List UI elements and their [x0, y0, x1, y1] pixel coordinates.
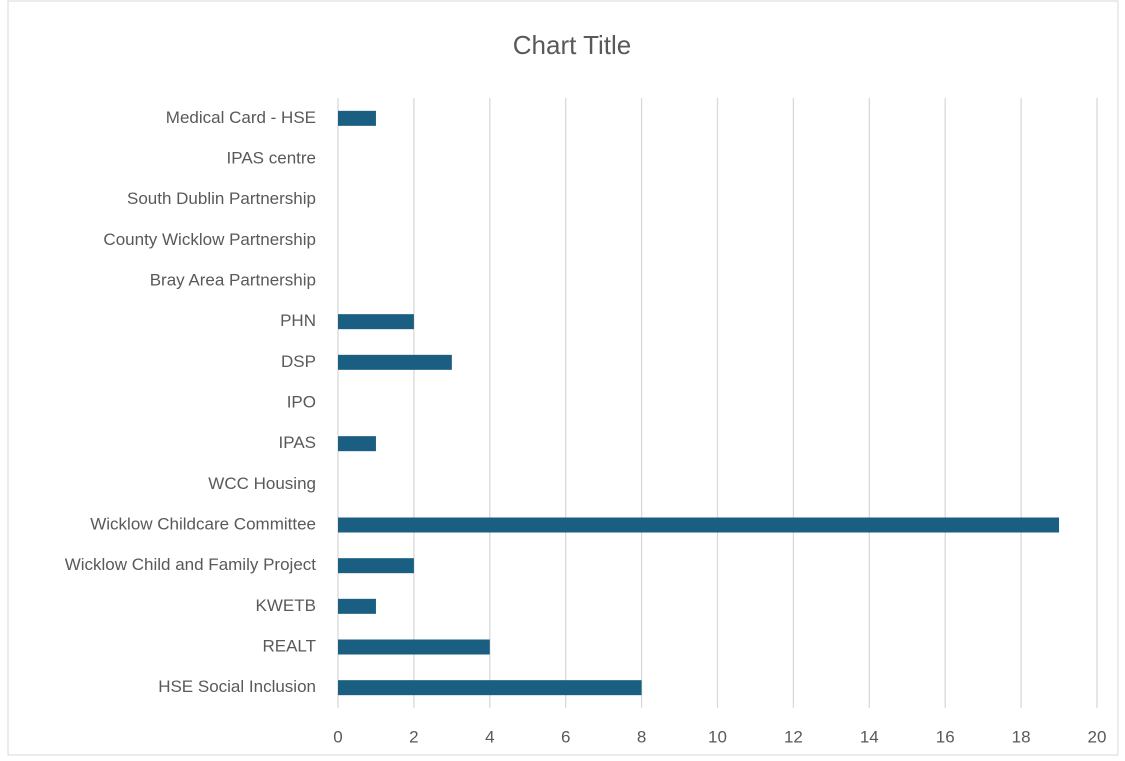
bar	[338, 680, 642, 696]
y-tick-label: Medical Card - HSE	[166, 108, 316, 127]
x-tick-label: 6	[561, 727, 570, 746]
x-tick-label: 14	[860, 727, 879, 746]
y-tick-label: PHN	[280, 311, 316, 330]
y-tick-label: IPO	[287, 392, 316, 411]
x-tick-label: 2	[409, 727, 418, 746]
y-tick-label: DSP	[281, 352, 316, 371]
bar	[338, 517, 1060, 533]
x-tick-label: 10	[708, 727, 727, 746]
x-tick-label: 20	[1088, 727, 1107, 746]
bar	[338, 354, 452, 370]
y-tick-label: REALT	[262, 636, 316, 655]
y-tick-label: KWETB	[256, 596, 316, 615]
y-tick-label: County Wicklow Partnership	[103, 230, 316, 249]
bar	[338, 314, 414, 330]
bar	[338, 639, 490, 655]
y-tick-label: Wicklow Child and Family Project	[65, 555, 317, 574]
bar	[338, 110, 376, 126]
chart-title: Chart Title	[513, 30, 632, 60]
x-tick-label: 18	[1012, 727, 1031, 746]
x-tick-label: 4	[485, 727, 494, 746]
x-tick-label: 8	[637, 727, 646, 746]
x-tick-label: 0	[333, 727, 342, 746]
y-tick-label: WCC Housing	[208, 474, 316, 493]
y-tick-label: HSE Social Inclusion	[158, 677, 316, 696]
y-tick-label: Wicklow Childcare Committee	[90, 514, 316, 533]
bar	[338, 598, 376, 614]
bar	[338, 436, 376, 452]
x-tick-label: 12	[784, 727, 803, 746]
chart-frame	[7, 0, 1119, 756]
y-tick-label: Bray Area Partnership	[150, 270, 316, 289]
y-tick-label: IPAS	[279, 433, 316, 452]
y-tick-label: South Dublin Partnership	[127, 189, 316, 208]
y-tick-label: IPAS centre	[227, 148, 316, 167]
x-tick-label: 16	[936, 727, 955, 746]
bar	[338, 558, 414, 574]
